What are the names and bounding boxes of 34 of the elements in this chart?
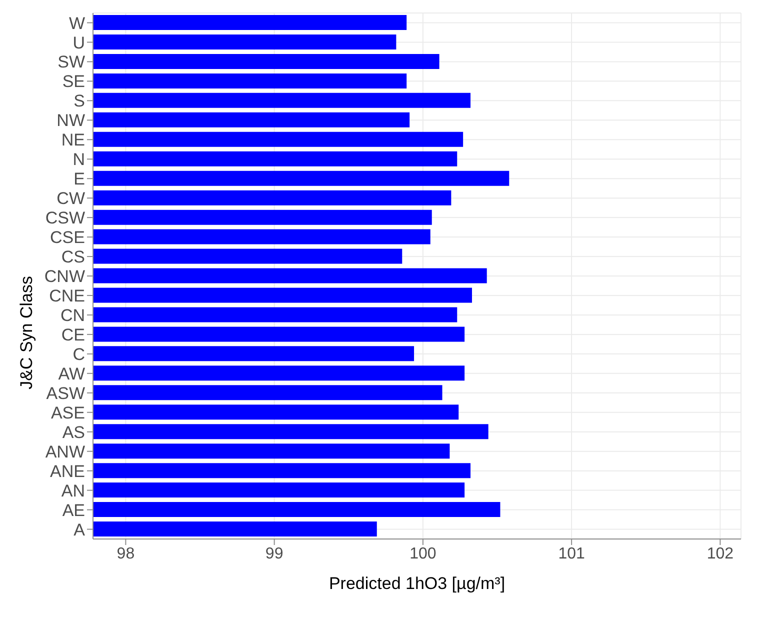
y-axis-title: J&C Syn Class bbox=[17, 276, 36, 390]
y-tick-label: CNW bbox=[44, 267, 85, 286]
y-tick-label: CSE bbox=[50, 228, 85, 248]
y-tick-label: CNE bbox=[49, 286, 85, 306]
y-tick-label: AN bbox=[61, 481, 85, 500]
y-tick-label: AE bbox=[62, 500, 85, 520]
y-tick-label: U bbox=[72, 33, 85, 52]
y-tick-label: CW bbox=[56, 189, 85, 208]
y-tick-label: CSW bbox=[45, 208, 85, 228]
x-tick-label: 101 bbox=[558, 545, 586, 562]
y-tick-label: NE bbox=[61, 130, 85, 150]
x-tick-label: 100 bbox=[410, 545, 436, 562]
y-tick-label: SW bbox=[58, 52, 85, 72]
y-tick-label: A bbox=[74, 520, 86, 540]
y-tick-label: AS bbox=[62, 422, 85, 442]
x-tick-label: 102 bbox=[706, 545, 734, 562]
x-tick-label: 99 bbox=[265, 545, 284, 562]
y-tick-label: NW bbox=[56, 111, 85, 130]
y-tick-label: CS bbox=[61, 248, 85, 267]
y-tick-label: E bbox=[74, 170, 85, 189]
x-tick-label: 98 bbox=[116, 545, 135, 562]
y-tick-label: CE bbox=[61, 325, 85, 344]
y-tick-label: ANW bbox=[45, 442, 85, 462]
x-axis-title: Predicted 1hO3 [µg/m³] bbox=[328, 574, 506, 593]
y-tick-label: ASE bbox=[50, 403, 85, 422]
y-tick-label: SE bbox=[62, 72, 85, 92]
y-tick-label: ANE bbox=[50, 462, 85, 481]
y-tick-label: CN bbox=[60, 306, 85, 325]
y-tick-label: ASW bbox=[46, 384, 85, 403]
y-tick-label: W bbox=[68, 14, 85, 33]
y-tick-label: N bbox=[72, 150, 85, 170]
y-tick-label: C bbox=[72, 344, 85, 364]
y-tick-label: AW bbox=[58, 364, 85, 384]
y-tick-label: S bbox=[74, 92, 85, 111]
